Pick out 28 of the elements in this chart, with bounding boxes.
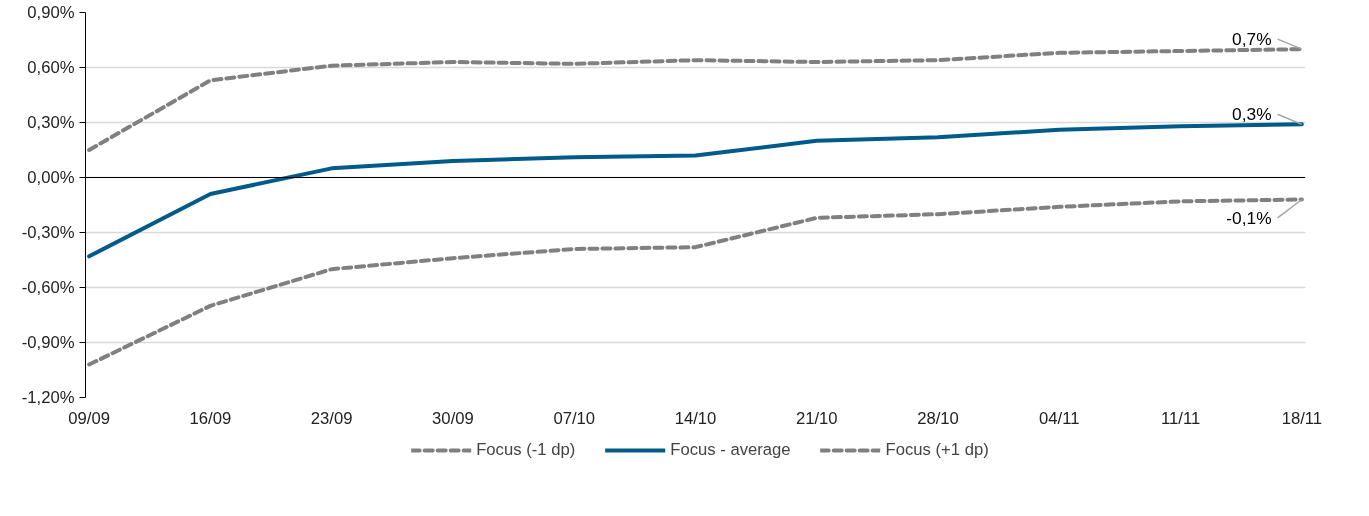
legend-label: Focus (-1 dp): [476, 440, 576, 460]
legend-label: Focus - average: [670, 440, 791, 460]
y-tick-label: -1,20%: [21, 388, 75, 407]
y-tick-label: 0,60%: [27, 58, 75, 77]
y-tick-label: -0,60%: [21, 278, 75, 297]
y-tick-label: 0,00%: [27, 168, 75, 187]
y-tick-label: 0,90%: [27, 3, 75, 22]
x-tick-label: 23/09: [310, 408, 353, 428]
line-series: [87, 47, 1304, 152]
legend-label: Focus (+1 dp): [885, 440, 989, 460]
line-series: [87, 197, 1304, 367]
y-tick-label: -0,30%: [21, 223, 75, 242]
annotation: 0,3%: [1232, 104, 1272, 125]
x-tick-label: 28/10: [917, 408, 959, 428]
x-tick-label: 09/09: [68, 408, 110, 428]
x-tick-label: 16/09: [189, 408, 232, 428]
x-tick-label: 30/09: [432, 408, 474, 428]
annotation: 0,7%: [1232, 29, 1272, 50]
y-tick-label: 0,30%: [27, 113, 75, 132]
line-series: [87, 122, 1304, 259]
x-tick-label: 07/10: [553, 408, 596, 428]
x-tick-label: 14/10: [674, 408, 717, 428]
x-tick-label: 11/11: [1160, 408, 1201, 428]
x-tick-label: 18/11: [1281, 408, 1323, 428]
annotation: -0,1%: [1226, 207, 1272, 228]
x-tick-label: 21/10: [795, 408, 838, 428]
x-tick-label: 04/11: [1039, 408, 1080, 428]
y-tick-label: -0,90%: [21, 333, 75, 352]
